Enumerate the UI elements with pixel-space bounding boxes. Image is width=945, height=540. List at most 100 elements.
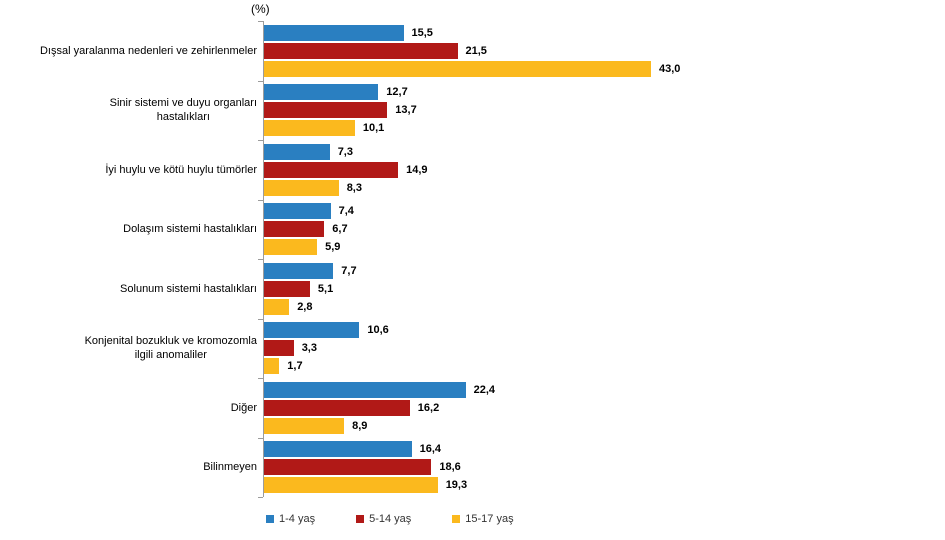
bar-15-17-yaş (264, 60, 651, 77)
bar-row: 21,5 (264, 42, 680, 59)
bar-5-14-yaş (264, 280, 310, 297)
category-label-text: Solunum sistemi hastalıkları (120, 282, 257, 295)
bar-row: 18,6 (264, 459, 467, 476)
value-label: 43,0 (659, 62, 681, 75)
category-row: Diğer 22,4 16,2 8,9 (0, 378, 945, 438)
value-label: 7,4 (338, 205, 354, 218)
category-label: Solunum sistemi hastalıkları (0, 259, 257, 319)
legend-item-5-14-yaş: 5-14 yaş (356, 513, 411, 525)
bar-5-14-yaş (264, 161, 399, 178)
category-label-text: Dolaşım sistemi hastalıkları (123, 223, 257, 236)
bar-5-14-yaş (264, 221, 325, 238)
bar-15-17-yaş (264, 358, 280, 375)
category-label: Sinir sistemi ve duyu organları hastalıkl… (0, 81, 257, 141)
category-label: Dolaşım sistemi hastalıkları (0, 200, 257, 260)
bar-15-17-yaş (264, 298, 290, 315)
bar-1-4-yaş (264, 203, 331, 220)
plot-area: Dışsal yaralanma nedenleri ve zehirlenme… (0, 21, 945, 497)
value-label: 6,7 (332, 223, 348, 236)
bar-row: 6,7 (264, 221, 354, 238)
bar-row: 7,4 (264, 203, 354, 220)
bar-row: 19,3 (264, 477, 467, 494)
value-label: 10,6 (367, 324, 389, 337)
legend-swatch (356, 515, 365, 523)
bar-5-14-yaş (264, 459, 432, 476)
bar-group: 22,4 16,2 8,9 (264, 378, 495, 438)
bar-group: 7,7 5,1 2,8 (264, 259, 357, 319)
value-label: 16,4 (419, 443, 442, 456)
bar-group: 7,4 6,7 5,9 (264, 200, 354, 260)
legend-item-1-4-yaş: 1-4 yaş (266, 513, 315, 525)
legend-label: 1-4 yaş (279, 513, 316, 525)
bar-15-17-yaş (264, 179, 339, 196)
bar-5-14-yaş (264, 102, 388, 119)
legend: 1-4 yaş 5-14 yaş 15-17 yaş (266, 513, 514, 525)
bar-1-4-yaş (264, 381, 466, 398)
bar-1-4-yaş (264, 143, 330, 160)
value-label: 14,9 (406, 163, 428, 176)
bar-row: 16,2 (264, 399, 495, 416)
value-label: 12,7 (386, 86, 408, 99)
axis-tick (258, 437, 263, 439)
category-label-text: Konjenital bozukluk ve kromozomla ilgili … (84, 335, 257, 362)
axis-tick (258, 80, 263, 82)
bar-row: 8,9 (264, 417, 495, 434)
legend-swatch (266, 515, 274, 523)
value-label: 10,1 (362, 122, 385, 135)
bar-row: 15,5 (264, 24, 680, 41)
bar-row: 10,1 (264, 120, 417, 137)
category-row: İyi huylu ve kötü huylu tümörler 7,3 14,9 8… (0, 140, 945, 200)
bar-15-17-yaş (264, 120, 355, 137)
bar-1-4-yaş (264, 262, 334, 279)
bar-group: 12,7 13,7 10,1 (264, 81, 417, 141)
bar-row: 14,9 (264, 161, 428, 178)
category-label-text: İyi huylu ve kötü huylu tümörler (105, 163, 257, 176)
category-label-text: Diğer (230, 401, 257, 414)
bar-row: 7,7 (264, 262, 357, 279)
bar-row: 13,7 (264, 102, 417, 119)
bar-group: 7,3 14,9 8,3 (264, 140, 428, 200)
bar-5-14-yaş (264, 399, 410, 416)
category-row: Konjenital bozukluk ve kromozomla ilgili … (0, 319, 945, 379)
unit-label: (%) (251, 2, 270, 16)
bar-1-4-yaş (264, 322, 360, 339)
value-label: 3,3 (301, 342, 317, 355)
bar-group: 16,4 18,6 19,3 (264, 438, 467, 498)
bar-5-14-yaş (264, 340, 294, 357)
value-label: 18,6 (439, 461, 461, 474)
category-row: Dolaşım sistemi hastalıkları 7,4 6,7 5,9 (0, 200, 945, 260)
value-label: 1,7 (287, 360, 303, 373)
axis-tick (258, 140, 263, 141)
axis-tick (258, 318, 263, 320)
legend-label: 5-14 yaş (369, 513, 412, 525)
category-label-text: Bilinmeyen (203, 461, 257, 474)
category-row: Bilinmeyen 16,4 18,6 19,3 (0, 438, 945, 498)
value-label: 22,4 (473, 383, 496, 396)
axis-tick (258, 378, 263, 379)
value-label: 7,7 (341, 264, 357, 277)
axis-tick (258, 259, 263, 260)
value-label: 16,2 (417, 401, 440, 414)
legend-item-15-17-yaş: 15-17 yaş (452, 513, 514, 525)
value-label: 7,3 (337, 145, 353, 158)
category-label: Bilinmeyen (0, 438, 257, 498)
bar-row: 3,3 (264, 340, 389, 357)
bar-row: 8,3 (264, 179, 428, 196)
bar-row: 22,4 (264, 381, 496, 398)
category-label: Dışsal yaralanma nedenleri ve zehirlenme… (0, 21, 257, 81)
value-label: 5,1 (317, 282, 334, 295)
legend-swatch (452, 515, 461, 523)
bar-1-4-yaş (264, 441, 412, 458)
category-label-text: Sinir sistemi ve duyu organları hastalıkl… (109, 97, 257, 124)
axis-tick (258, 497, 263, 498)
category-row: Solunum sistemi hastalıkları 7,7 5,1 2,8 (0, 259, 945, 319)
bar-1-4-yaş (264, 24, 404, 41)
bar-group: 15,5 21,5 43,0 (264, 21, 680, 81)
legend-label: 15-17 yaş (465, 513, 514, 525)
bar-5-14-yaş (264, 42, 458, 59)
bar-group: 10,6 3,3 1,7 (264, 319, 389, 379)
value-label: 8,9 (352, 419, 368, 432)
category-label: Diğer (0, 378, 257, 438)
bar-row: 2,8 (264, 298, 357, 315)
